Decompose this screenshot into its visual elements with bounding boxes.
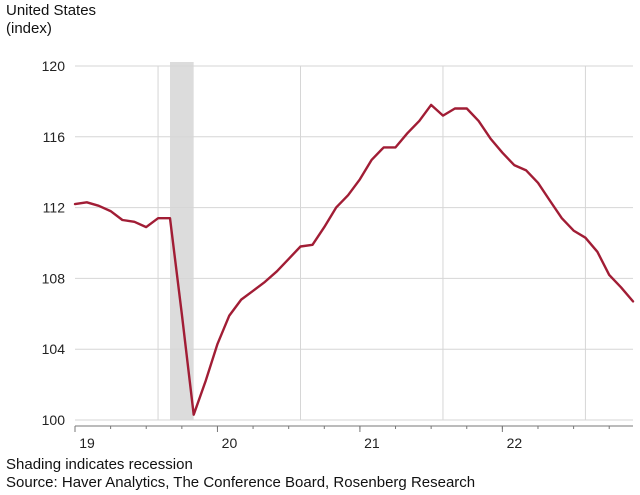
- recession-note: Shading indicates recession: [6, 456, 193, 473]
- axes: [74, 425, 633, 432]
- series-line: [73, 103, 635, 416]
- y-tick-label: 100: [42, 412, 66, 428]
- x-tick-label: 19: [79, 435, 95, 451]
- chart-unit-label: (index): [6, 20, 52, 37]
- chart-region-label: United States: [6, 2, 97, 19]
- y-tick-label: 108: [42, 270, 66, 286]
- recession-shading-layer: [170, 62, 194, 420]
- series-layer: [73, 103, 635, 416]
- y-tick-label: 112: [43, 200, 66, 216]
- x-tick-label: 21: [364, 435, 380, 451]
- gridlines: [75, 65, 633, 421]
- x-tick-label: 20: [222, 435, 238, 451]
- y-tick-label: 116: [43, 129, 66, 145]
- tick-labels: 100 104 108 112 116 120 19 20 21 22: [42, 58, 523, 451]
- source-note: Source: Haver Analytics, The Conference …: [6, 474, 476, 491]
- y-tick-label: 104: [42, 341, 66, 357]
- recession-band: [170, 62, 194, 420]
- x-tick-label: 22: [507, 435, 523, 451]
- y-tick-label: 120: [42, 58, 66, 74]
